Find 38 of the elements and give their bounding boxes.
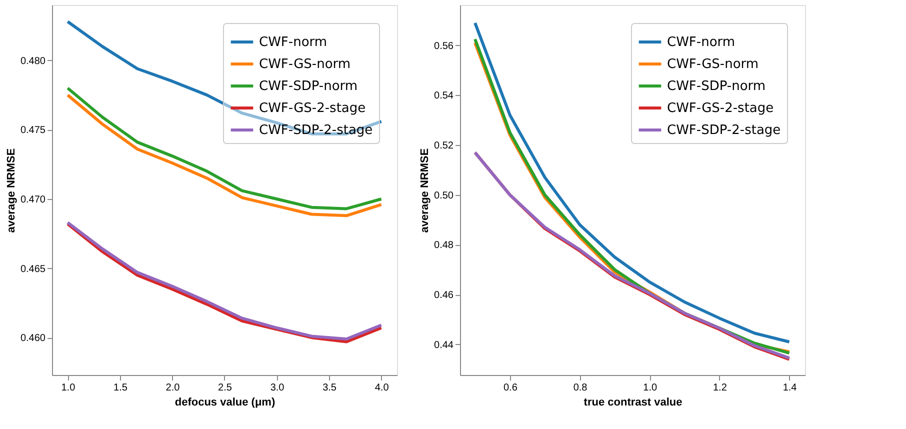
y-axis-title: average NRMSE	[5, 148, 18, 233]
y-axis-title: average NRMSE	[419, 148, 432, 233]
x-tick-label: 2.0	[166, 382, 180, 394]
y-tick-label: 0.48	[434, 240, 454, 252]
x-tick-label: 1.0	[643, 382, 658, 394]
legend-label: CWF-GS-2-stage	[259, 101, 366, 116]
x-tick-label: 1.5	[114, 382, 128, 394]
legend-label: CWF-GS-norm	[667, 57, 759, 72]
y-tick-label: 0.54	[434, 90, 454, 102]
y-tick-label: 0.44	[434, 340, 454, 351]
x-tick-label: 1.2	[712, 382, 728, 394]
x-tick-label: 0.6	[503, 382, 518, 394]
legend-label: CWF-norm	[259, 35, 328, 50]
y-tick-label: 0.50	[434, 190, 454, 202]
x-tick-label: 2.5	[218, 382, 232, 394]
legend-label: CWF-SDP-2-stage	[667, 123, 781, 138]
y-tick-label: 0.475	[20, 125, 46, 136]
y-tick-label: 0.56	[434, 40, 454, 52]
y-tick-label: 0.52	[434, 140, 454, 152]
legend-label: CWF-SDP-norm	[259, 79, 358, 94]
x-tick-label: 1.0	[61, 382, 76, 394]
x-tick-label: 3.0	[270, 382, 285, 394]
legend-label: CWF-SDP-norm	[667, 79, 766, 94]
x-axis-title: defocus value (μm)	[174, 396, 276, 408]
y-tick-label: 0.460	[20, 333, 46, 344]
legend-label: CWF-GS-2-stage	[667, 101, 774, 116]
legend-label: CWF-norm	[667, 35, 736, 50]
legend-label: CWF-SDP-2-stage	[259, 123, 373, 138]
x-axis-title: true contrast value	[584, 396, 682, 408]
x-tick-label: 0.8	[573, 382, 588, 394]
x-tick-label: 3.5	[322, 382, 337, 394]
x-tick-label: 1.4	[782, 382, 798, 394]
y-tick-label: 0.465	[20, 264, 46, 275]
x-tick-label: 4.0	[374, 382, 390, 394]
y-tick-label: 0.480	[20, 56, 46, 67]
y-tick-label: 0.470	[20, 194, 46, 206]
legend-label: CWF-GS-norm	[259, 57, 351, 72]
y-tick-label: 0.46	[434, 290, 454, 302]
